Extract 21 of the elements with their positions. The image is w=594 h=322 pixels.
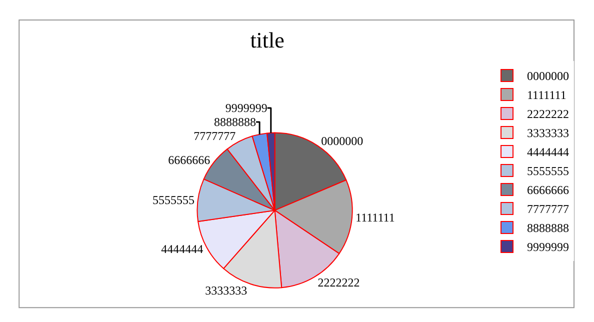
slice-label: 2222222 [318,275,360,290]
legend-label: 6666666 [527,183,569,198]
legend-label: 3333333 [527,126,569,140]
slice-label: 0000000 [321,134,364,148]
slice-label: 3333333 [205,283,248,298]
slice-label: 4444444 [161,242,204,256]
legend-label: 1111111 [527,88,566,102]
slice-label: 9999999 [225,100,268,115]
slice-label: 5555555 [152,192,194,207]
legend-label: 9999999 [527,240,569,254]
slice-label: 8888888 [214,114,256,129]
legend-label: 4444444 [527,145,569,160]
legend-label: 8888888 [527,221,569,236]
legend-label: 5555555 [527,164,569,178]
slice-label: 6666666 [168,152,210,167]
legend-label: 2222222 [527,107,569,122]
legend-label: 0000000 [527,69,569,84]
chart-title: title [250,28,284,53]
slice-label: 7777777 [194,128,236,143]
slice-label: 1111111 [356,210,395,225]
legend-label: 7777777 [527,202,569,216]
